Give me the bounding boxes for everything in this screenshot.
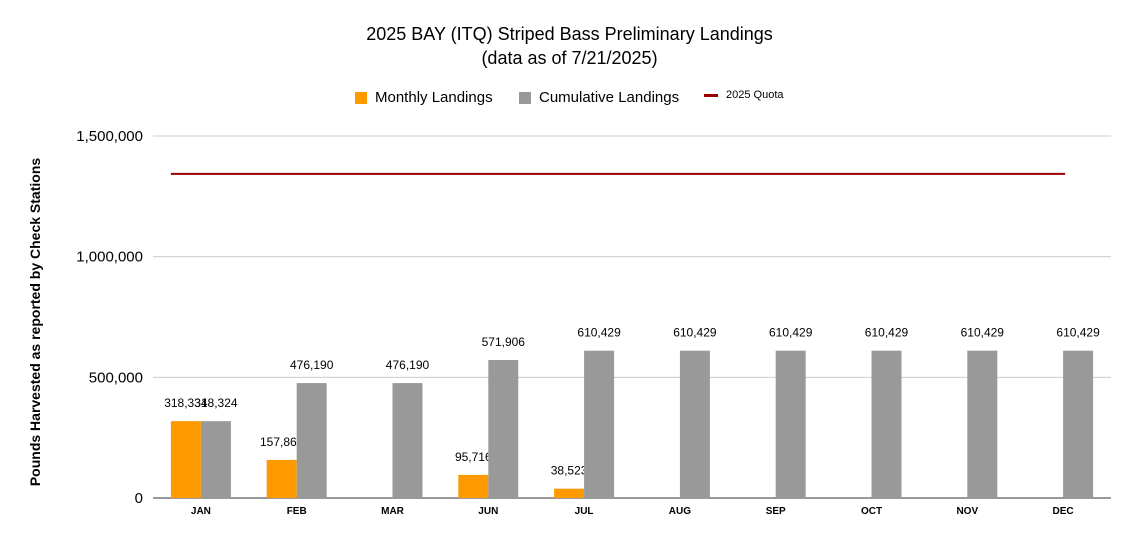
cumulative-data-label: 610,429 (961, 326, 1005, 340)
cumulative-bar (1063, 350, 1094, 498)
legend-item-quota: 2025 Quota (704, 89, 784, 101)
chart-title: 2025 BAY (ITQ) Striped Bass Preliminary … (0, 22, 1139, 70)
legend-swatch-monthly (355, 91, 367, 104)
cumulative-bar (775, 350, 806, 498)
monthly-bar (266, 459, 297, 498)
monthly-data-label: 95,716 (455, 450, 492, 464)
cumulative-data-label: 610,429 (1056, 326, 1100, 340)
x-tick-label: MAR (381, 506, 405, 517)
x-tick-label: NOV (956, 506, 978, 517)
monthly-bar (170, 421, 201, 498)
monthly-data-label: 38,523 (551, 464, 588, 478)
legend-item-monthly: Monthly Landings (355, 89, 493, 106)
cumulative-data-label: 610,429 (577, 326, 621, 340)
cumulative-bar (584, 350, 615, 498)
cumulative-bar (871, 350, 902, 498)
x-tick-label: AUG (669, 506, 691, 517)
cumulative-data-label: 476,190 (386, 358, 430, 372)
monthly-bar (458, 474, 489, 498)
cumulative-bar (679, 350, 710, 498)
cumulative-data-label: 610,429 (769, 326, 813, 340)
y-tick-label: 500,000 (89, 369, 143, 386)
x-tick-label: OCT (861, 506, 882, 517)
cumulative-data-label: 610,429 (673, 326, 717, 340)
monthly-bar (554, 488, 585, 498)
y-tick-label: 1,000,000 (76, 249, 143, 266)
cumulative-bar (967, 350, 998, 498)
legend-item-cumulative: Cumulative Landings (519, 89, 679, 106)
x-tick-label: FEB (287, 506, 307, 517)
x-tick-label: JUN (478, 506, 498, 517)
y-tick-label: 0 (135, 490, 143, 507)
legend-label-monthly: Monthly Landings (375, 89, 493, 106)
x-tick-label: JAN (191, 506, 211, 517)
cumulative-bar (296, 383, 327, 498)
legend: Monthly Landings Cumulative Landings 202… (0, 89, 1139, 109)
cumulative-bar (392, 383, 423, 498)
legend-swatch-quota (704, 93, 718, 97)
x-tick-label: DEC (1053, 506, 1074, 517)
cumulative-bar (488, 359, 519, 498)
cumulative-data-label: 476,190 (290, 358, 334, 372)
cumulative-data-label: 318,324 (194, 396, 238, 410)
cumulative-data-label: 571,906 (482, 335, 526, 349)
x-tick-label: JUL (575, 506, 594, 517)
y-tick-label: 1,500,000 (76, 128, 143, 145)
legend-swatch-cumulative (519, 91, 531, 104)
cumulative-bar (200, 421, 231, 498)
monthly-data-label: 318,334 (164, 396, 208, 410)
monthly-data-label: 157,866 (260, 435, 304, 449)
legend-label-cumulative: Cumulative Landings (539, 89, 680, 106)
legend-label-quota: 2025 Quota (726, 89, 784, 101)
cumulative-data-label: 610,429 (865, 326, 909, 340)
chart-subtitle: (data as of 7/21/2025) (481, 48, 658, 68)
x-tick-label: SEP (766, 506, 786, 517)
chart-title-line1: 2025 BAY (ITQ) Striped Bass Preliminary … (366, 24, 773, 44)
